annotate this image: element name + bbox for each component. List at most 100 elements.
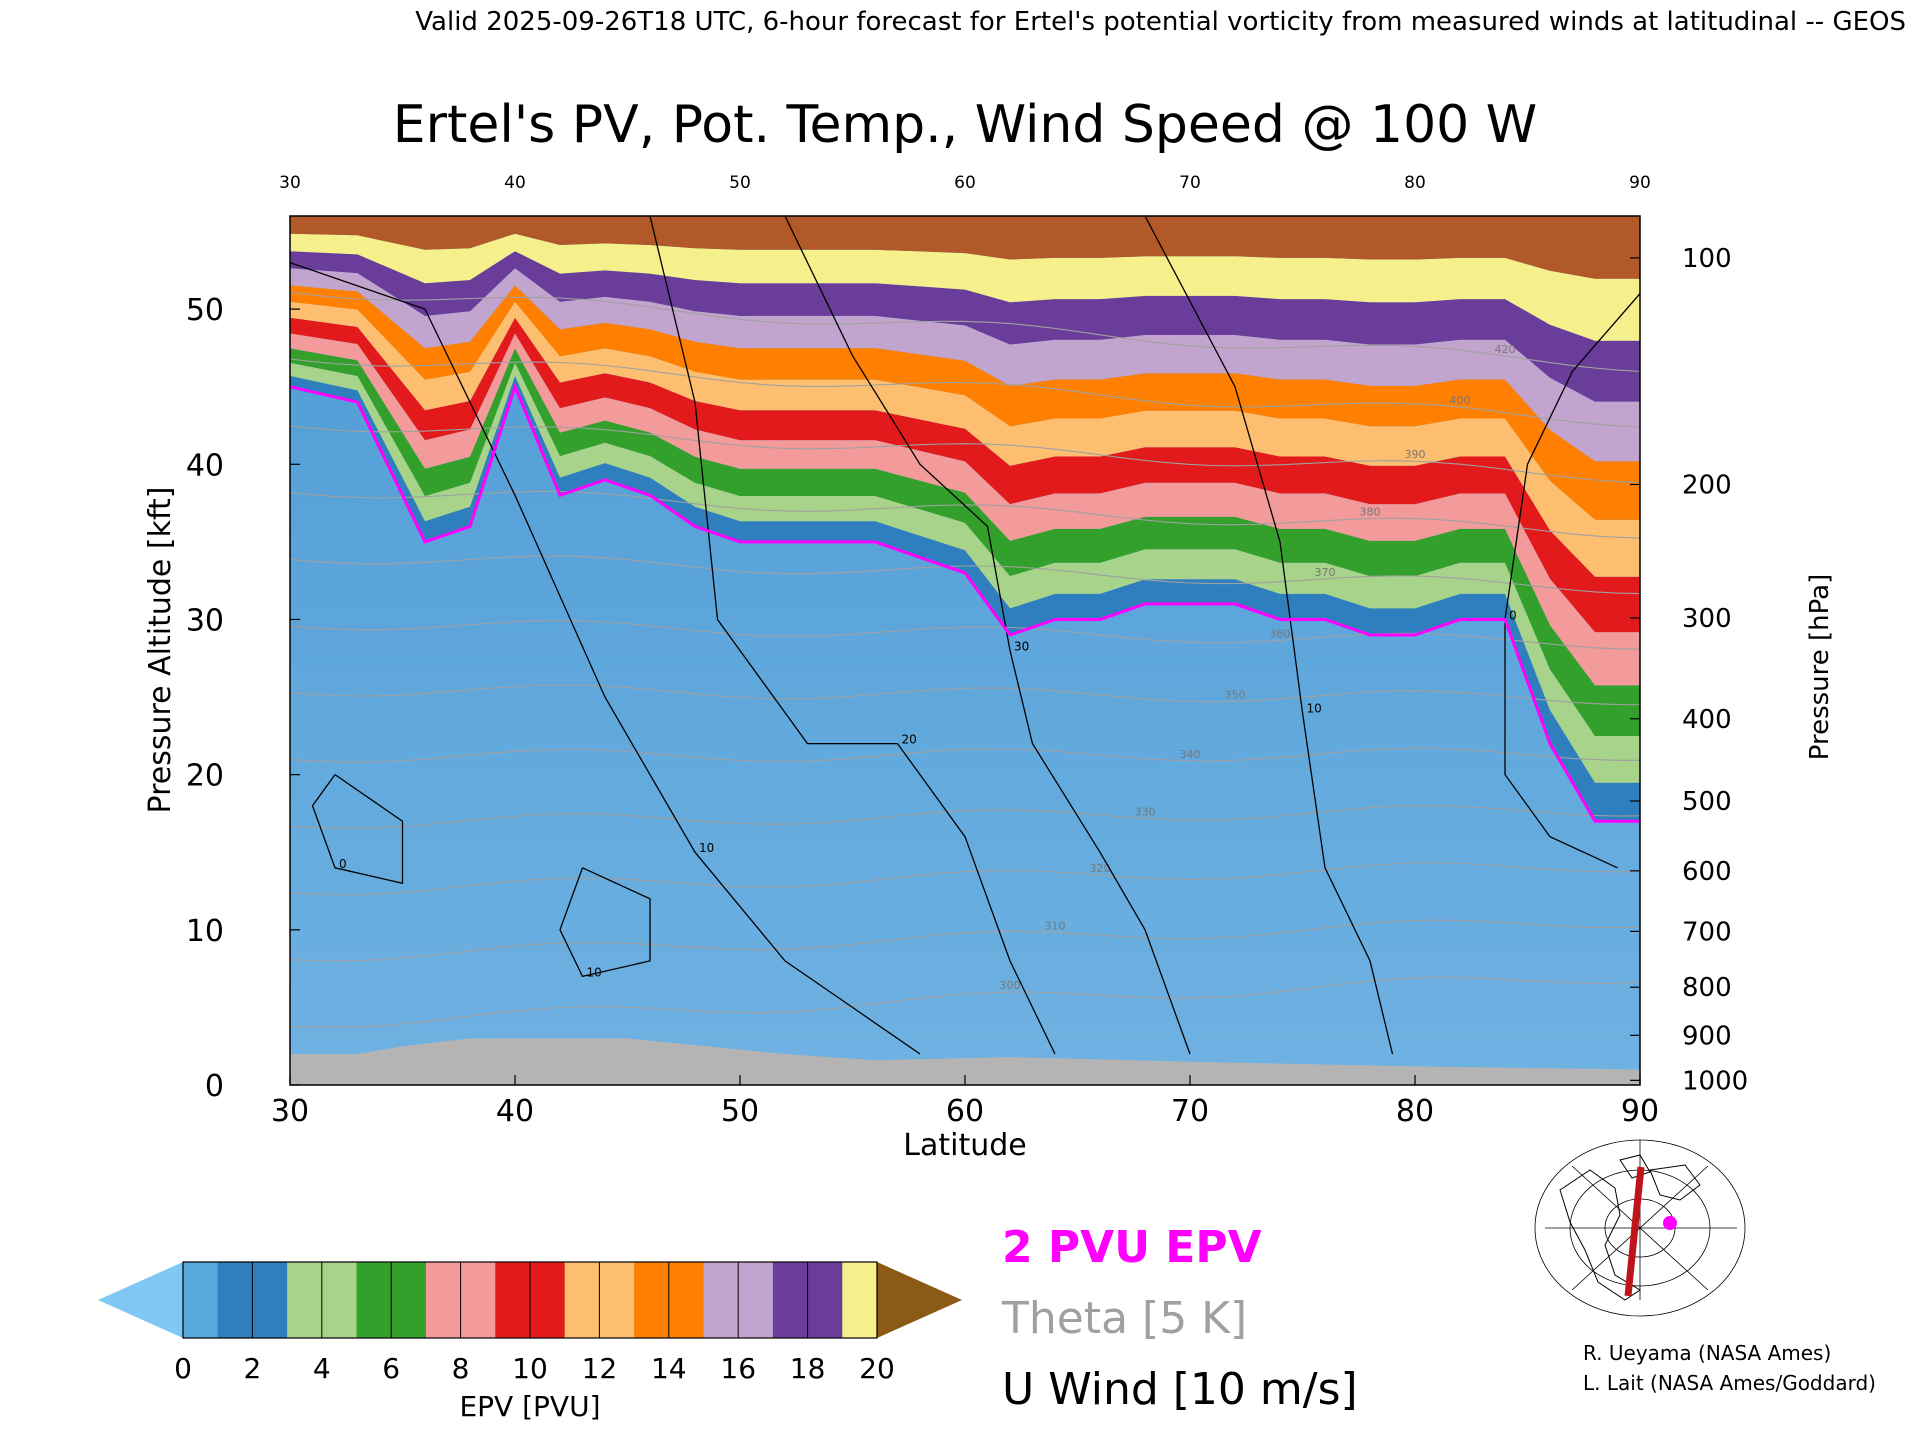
- theta-isentrope: [290, 862, 1640, 896]
- x-tick-label: 50: [721, 1094, 759, 1129]
- colorbar-cell: [703, 1262, 739, 1338]
- u-wind-label: 0: [1509, 608, 1517, 622]
- colorbar-cell: [252, 1262, 288, 1338]
- u-wind-contour: [559, 867, 651, 978]
- locator-map: [1534, 1139, 1746, 1317]
- pressure-tick-label: 800: [1682, 973, 1732, 1003]
- colorbar-cell: [495, 1262, 531, 1338]
- colorbar-tick-label: 14: [651, 1352, 687, 1385]
- valid-line: Valid 2025-09-26T18 UTC, 6-hour forecast…: [415, 7, 1906, 37]
- theta-label: 300: [1000, 979, 1021, 992]
- colorbar-tick-label: 16: [720, 1352, 756, 1385]
- theta-label: 390: [1405, 448, 1426, 461]
- colorbar-tick-label: 18: [790, 1352, 826, 1385]
- theta-label: 400: [1450, 394, 1471, 407]
- theta-isentrope: [290, 976, 1640, 1028]
- top-tick-label: 80: [1404, 173, 1426, 193]
- legend-epv: 2 PVU EPV: [1002, 1222, 1262, 1273]
- pressure-tick-label: 200: [1682, 470, 1732, 500]
- theta-isentrope: [290, 919, 1640, 962]
- colorbar-cell: [321, 1262, 357, 1338]
- colorbar-cell: [530, 1262, 566, 1338]
- theta-isentrope: [290, 684, 1640, 706]
- ground-mask: [290, 1038, 1640, 1085]
- colorbar-cell: [425, 1262, 462, 1338]
- u-wind-contour: [784, 216, 1191, 1055]
- colorbar-cell: [842, 1262, 878, 1338]
- colorbar-label: EPV [PVU]: [459, 1390, 600, 1423]
- theta-isentrope: [290, 425, 1640, 484]
- top-tick-label: 40: [504, 173, 526, 193]
- epv-band: [290, 362, 1640, 783]
- colorbar-frame: [182, 1261, 878, 1339]
- colorbar-cell: [183, 1262, 219, 1338]
- colorbar-cell: [599, 1262, 635, 1338]
- u-wind-label: 10: [699, 841, 714, 855]
- pressure-tick-label: 100: [1682, 244, 1732, 274]
- pressure-tick-label: 600: [1682, 857, 1732, 887]
- theta-label: 360: [1270, 627, 1291, 640]
- y-tick-label: 50: [186, 293, 224, 328]
- epv-band: [290, 268, 1640, 462]
- x-tick-label: 80: [1396, 1094, 1434, 1129]
- epv-band: [290, 285, 1640, 520]
- colorbar-cell: [738, 1262, 774, 1338]
- pressure-tick-label: 1000: [1682, 1066, 1748, 1096]
- top-tick-label: 60: [954, 173, 976, 193]
- colorbar-cell: [287, 1262, 323, 1338]
- y-tick-label: 10: [186, 914, 224, 949]
- theta-isentrope: [290, 555, 1640, 595]
- colorbar-tick-label: 8: [452, 1352, 470, 1385]
- colorbar-cell: [460, 1262, 496, 1338]
- u-wind-label: 10: [1307, 702, 1322, 716]
- credit-line-2: L. Lait (NASA Ames/Goddard): [1583, 1371, 1876, 1395]
- theta-label: 370: [1315, 566, 1336, 579]
- u-wind-contour: [311, 774, 404, 885]
- colorbar-under-arrow: [98, 1262, 183, 1338]
- colorbar-tick-label: 10: [512, 1352, 548, 1385]
- u-wind-label: 10: [587, 965, 602, 979]
- theta-label: 320: [1090, 862, 1111, 875]
- pressure-tick-label: 500: [1682, 787, 1732, 817]
- y-tick-label: 20: [186, 759, 224, 794]
- top-tick-label: 70: [1179, 173, 1201, 193]
- colorbar-cell: [217, 1262, 253, 1338]
- colorbar-cell: [564, 1262, 600, 1338]
- colorbar-cell: [634, 1262, 670, 1338]
- colorbar-tick-label: 0: [174, 1352, 192, 1385]
- colorbar-tick-label: 20: [859, 1352, 895, 1385]
- legend-theta: Theta [5 K]: [1001, 1293, 1247, 1344]
- y-tick-label: 40: [186, 448, 224, 483]
- theta-label: 310: [1045, 919, 1066, 932]
- pressure-tick-label: 700: [1682, 917, 1732, 947]
- epv-band: [290, 317, 1640, 633]
- chart-title: Ertel's PV, Pot. Temp., Wind Speed @ 100…: [393, 95, 1537, 155]
- theta-label: 350: [1225, 688, 1246, 701]
- x-axis-label: Latitude: [903, 1128, 1026, 1163]
- legend: 2 PVU EPV Theta [5 K] U Wind [10 m/s]: [1001, 1222, 1358, 1415]
- top-tick-label: 50: [729, 173, 751, 193]
- colorbar-tick-label: 6: [382, 1352, 400, 1385]
- y-tick-label: 30: [186, 603, 224, 638]
- colorbar-tick-label: 12: [582, 1352, 618, 1385]
- epv-band: [290, 333, 1640, 686]
- epv-band: [290, 301, 1640, 577]
- colorbar-cell: [391, 1262, 427, 1338]
- u-wind-label: 30: [1014, 640, 1029, 654]
- colorbar-tick-label: 2: [243, 1352, 261, 1385]
- pressure-tick-label: 300: [1682, 604, 1732, 634]
- x-tick-label: 40: [496, 1094, 534, 1129]
- theta-isentrope: [290, 619, 1640, 650]
- x-tick-label: 30: [271, 1094, 309, 1129]
- theta-isentrope: [290, 291, 1640, 372]
- theta-label: 420: [1495, 343, 1516, 356]
- theta-label: 380: [1360, 506, 1381, 519]
- pressure-tick-label: 900: [1682, 1021, 1732, 1051]
- credit-line-1: R. Ueyama (NASA Ames): [1583, 1341, 1831, 1365]
- pressure-tick-label: 400: [1682, 705, 1732, 735]
- epv-band: [290, 216, 1640, 279]
- theta-label: 340: [1180, 748, 1201, 761]
- theta-isentrope: [290, 358, 1640, 428]
